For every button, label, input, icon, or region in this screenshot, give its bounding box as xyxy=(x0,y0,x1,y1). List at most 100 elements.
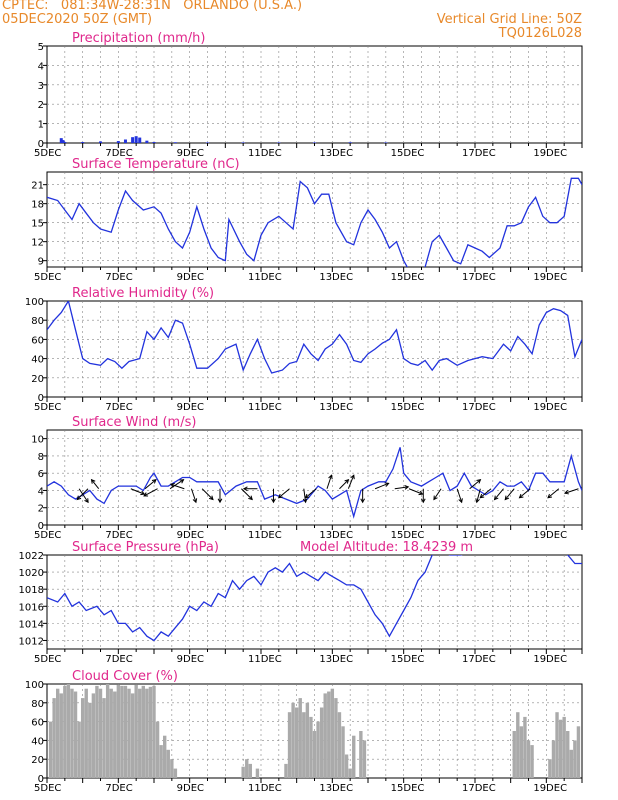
y-tick-label: 40 xyxy=(31,736,44,747)
wind-arrow-33 xyxy=(547,488,560,499)
bar-2 xyxy=(63,142,67,143)
bar-11 xyxy=(152,142,156,143)
x-tick-label: 11DEC xyxy=(248,530,282,541)
x-tick-label: 5DEC xyxy=(34,783,61,794)
bar-70 xyxy=(555,712,559,778)
y-tick-label: 0 xyxy=(38,139,44,150)
wind-arrow-2 xyxy=(90,478,100,490)
panel-surface-temperature-nc: 9 12 15 18 21 5DEC 7DEC 9DEC 11DEC 13DEC 15DEC 17DE… xyxy=(31,157,583,283)
x-tick-label: 15DEC xyxy=(391,783,425,794)
bar-18 xyxy=(113,691,117,778)
wind-arrow-4 xyxy=(144,479,157,490)
x-tick-label: 17DEC xyxy=(462,783,496,794)
series-line xyxy=(47,447,582,519)
y-tick-label: 1016 xyxy=(19,602,44,613)
bar-19 xyxy=(116,684,121,778)
panel-surface-pressure-hpa: 1012 1014 1016 1018 1020 1022 5DEC 7DEC 9DEC 11DE… xyxy=(19,540,583,665)
bar-8 xyxy=(77,721,81,778)
wind-arrow-32 xyxy=(518,488,531,499)
bar-26 xyxy=(141,685,145,778)
y-tick-label: 10 xyxy=(31,435,44,446)
bar-6 xyxy=(70,688,74,778)
wind-arrow-3 xyxy=(130,488,146,496)
wind-arrow-28 xyxy=(475,488,481,504)
bar-12 xyxy=(173,142,177,143)
bar-16 xyxy=(313,142,316,143)
bar-33 xyxy=(166,749,170,778)
x-tick-label: 13DEC xyxy=(319,402,353,413)
bar-51 xyxy=(323,693,327,778)
x-tick-label: 5DEC xyxy=(34,654,61,665)
wind-arrow-26 xyxy=(456,488,463,504)
plot-frame xyxy=(46,45,583,144)
bar-76 xyxy=(576,726,581,778)
bar-24 xyxy=(134,684,138,778)
x-tick-label: 7DEC xyxy=(105,530,132,541)
bar-29 xyxy=(152,685,156,778)
x-tick-label: 13DEC xyxy=(319,272,353,283)
x-tick-label: 15DEC xyxy=(391,530,425,541)
x-tick-label: 7DEC xyxy=(105,272,132,283)
x-tick-label: 9DEC xyxy=(177,402,204,413)
bar-34 xyxy=(170,759,174,778)
y-tick-label: 9 xyxy=(38,257,44,268)
bar-5 xyxy=(116,141,120,143)
bar-47 xyxy=(309,716,313,778)
x-tick-label: 15DEC xyxy=(391,148,425,159)
wind-arrow-19 xyxy=(347,474,355,489)
y-tick-label: 8 xyxy=(38,452,44,463)
wind-arrow-34 xyxy=(563,488,579,495)
x-tick-label: 11DEC xyxy=(248,148,282,159)
bar-10 xyxy=(84,688,88,778)
x-tick-label: 15DEC xyxy=(391,654,425,665)
x-tick-label: 9DEC xyxy=(177,783,204,794)
wind-arrow-31 xyxy=(504,488,515,501)
wind-arrow-20 xyxy=(360,488,366,504)
x-tick-label: 11DEC xyxy=(248,783,282,794)
panel-cloud-cover: 0 20 40 60 80 100 5DEC 7DEC 9DEC 11DEC 13DEC 15DEC 1… xyxy=(25,669,583,794)
bar-36 xyxy=(241,766,245,778)
y-tick-label: 20 xyxy=(31,755,44,766)
bar-15 xyxy=(102,698,106,778)
bar-4 xyxy=(99,141,102,143)
bar-6 xyxy=(123,139,127,143)
bar-9 xyxy=(138,137,142,143)
wind-arrow-13 xyxy=(271,488,276,504)
y-tick-label: 60 xyxy=(31,718,44,729)
panel-relative-humidity: 0 20 40 60 80 100 5DEC 7DEC 9DEC 11DEC 13DEC 15DEC 1… xyxy=(25,286,583,413)
bar-60 xyxy=(359,731,363,778)
wind-arrow-22 xyxy=(394,485,410,490)
y-tick-label: 12 xyxy=(31,238,44,249)
bar-40 xyxy=(284,763,288,778)
y-tick-label: 1020 xyxy=(19,568,44,579)
wind-arrow-7 xyxy=(169,483,185,490)
x-tick-label: 15DEC xyxy=(391,402,425,413)
x-tick-label: 17DEC xyxy=(462,272,496,283)
y-tick-label: 1 xyxy=(38,120,44,131)
bar-0 xyxy=(59,138,63,143)
wind-arrow-12 xyxy=(242,486,258,492)
bar-49 xyxy=(316,721,320,778)
bar-69 xyxy=(551,740,556,778)
y-tick-label: 80 xyxy=(31,316,44,327)
x-tick-label: 5DEC xyxy=(34,530,61,541)
x-tick-label: 9DEC xyxy=(177,530,204,541)
panel-title: Relative Humidity (%) xyxy=(72,286,214,301)
wind-arrow-0 xyxy=(78,488,89,504)
y-tick-label: 6 xyxy=(38,469,44,480)
x-tick-label: 9DEC xyxy=(177,654,204,665)
bar-18 xyxy=(384,142,388,143)
wind-arrow-11 xyxy=(241,488,253,501)
bar-75 xyxy=(573,740,577,778)
bar-45 xyxy=(302,712,306,778)
bar-15 xyxy=(277,142,281,143)
bar-37 xyxy=(245,759,249,778)
bar-43 xyxy=(294,707,299,778)
panel-title: Surface Pressure (hPa) xyxy=(72,540,219,555)
wind-arrow-23 xyxy=(408,488,424,496)
bar-48 xyxy=(312,731,317,778)
bar-1 xyxy=(61,140,65,143)
x-tick-label: 5DEC xyxy=(34,272,61,283)
bar-57 xyxy=(344,754,349,778)
